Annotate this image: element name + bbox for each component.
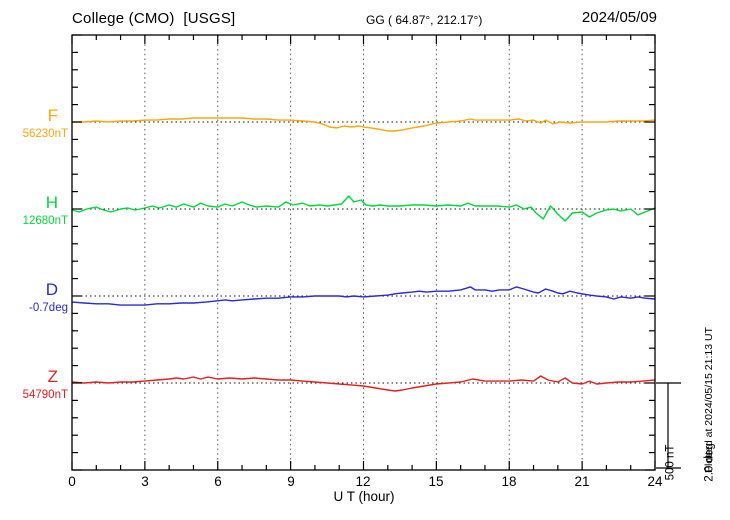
channel-label-d: D [45, 280, 58, 299]
channel-value-z: 54790nT [22, 389, 68, 401]
x-tick-label-3: 3 [141, 474, 149, 489]
trace-Z [71, 375, 656, 392]
x-tick-label-6: 6 [214, 474, 222, 489]
page-title: College (CMO) [USGS] [72, 10, 236, 27]
scale-bar-label: 500 nT 2.0 deg [639, 418, 730, 508]
channel-label-f: F [47, 106, 58, 125]
x-tick-label-24: 24 [647, 474, 663, 489]
geographic-coordinates: GG ( 64.87°, 212.17°) [366, 13, 483, 27]
channel-label-z: Z [47, 367, 58, 386]
channel-value-f: 56230nT [22, 128, 68, 140]
channel-value-d: -0.7deg [28, 302, 68, 314]
trace-H [71, 195, 656, 222]
x-tick-label-21: 21 [574, 474, 590, 489]
scale-bar-nt-label: 500 nT [664, 444, 677, 481]
x-tick-label-0: 0 [68, 474, 76, 489]
plotted-at-note: Plotted at 2024/05/15 21:13 UT [703, 327, 715, 473]
plot-date: 2024/05/09 [581, 9, 657, 26]
x-tick-label-12: 12 [355, 474, 371, 489]
channel-label-h: H [45, 193, 58, 212]
x-tick-label-15: 15 [428, 474, 444, 489]
x-tick-label-18: 18 [501, 474, 517, 489]
trace-F [71, 117, 656, 132]
x-tick-label-9: 9 [287, 474, 295, 489]
trace-D [71, 286, 656, 306]
x-axis-title: U T (hour) [333, 489, 395, 504]
channel-value-h: 12680nT [22, 215, 68, 227]
